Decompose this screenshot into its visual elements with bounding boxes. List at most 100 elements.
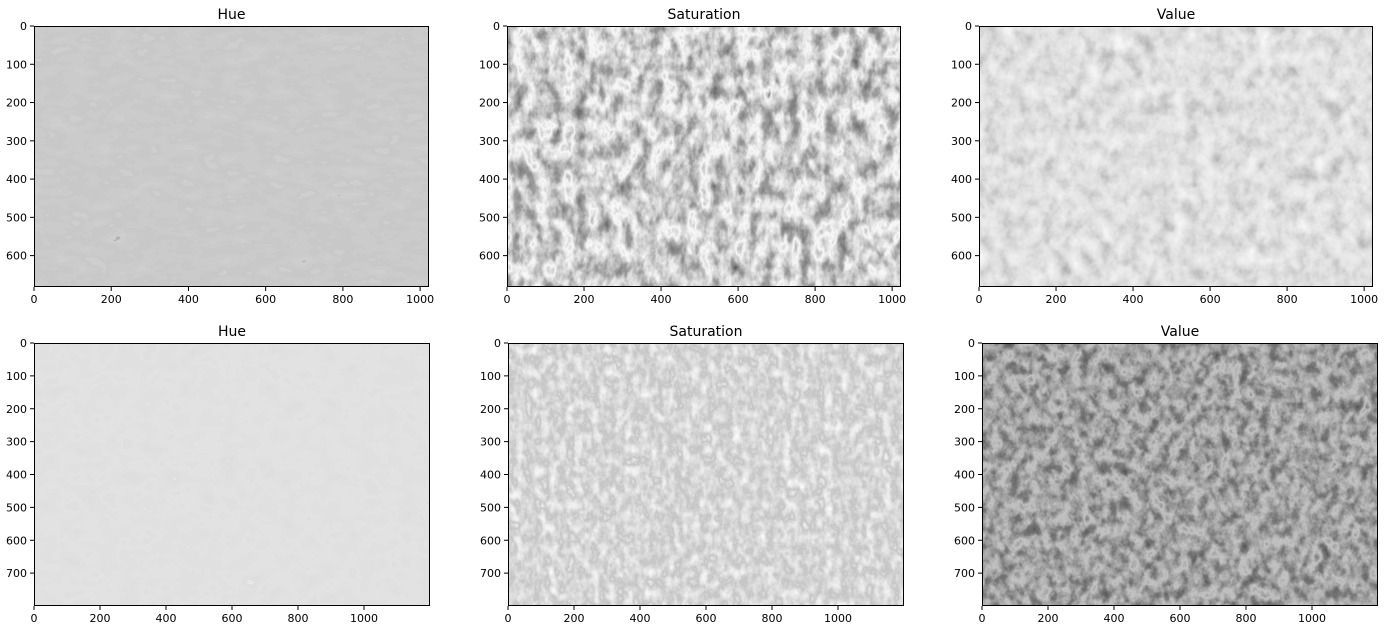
y-tick-label: 300 (6, 436, 27, 449)
x-tick-label: 0 (31, 612, 38, 625)
x-tick-label: 600 (255, 293, 276, 306)
y-tick-label: 600 (951, 250, 972, 263)
y-tick-label: 0 (494, 337, 501, 350)
panel-title: Hue (218, 324, 246, 340)
y-tick-label: 200 (480, 403, 501, 416)
x-tick-label: 0 (504, 293, 511, 306)
y-tick-label: 400 (480, 469, 501, 482)
x-tick-label: 600 (1200, 293, 1221, 306)
x-tick-label: 600 (696, 612, 717, 625)
y-tick-label: 500 (951, 211, 972, 224)
panel-title: Hue (217, 7, 245, 23)
panel-title: Saturation (668, 7, 741, 23)
y-tick-label: 100 (6, 370, 27, 383)
axes-frame (34, 26, 429, 287)
x-tick-label: 400 (178, 293, 199, 306)
y-tick-label: 500 (954, 501, 975, 514)
panel-saturation-row1: Saturation 0 200 400 600 800 1000 0 100 200 300 400… (479, 7, 906, 306)
x-tick-label: 1000 (1350, 293, 1378, 306)
y-tick-label: 400 (6, 469, 27, 482)
y-tick-label: 400 (479, 173, 500, 186)
x-tick-label: 400 (156, 612, 177, 625)
value-channel-image (979, 26, 1373, 287)
y-tick-label: 100 (951, 58, 972, 71)
x-tick-label: 800 (332, 293, 353, 306)
y-tick-label: 600 (480, 534, 501, 547)
y-tick-label: 400 (954, 469, 975, 482)
y-tick-label: 0 (20, 337, 27, 350)
y-tick-label: 600 (6, 250, 27, 263)
x-tick-label: 600 (1170, 612, 1191, 625)
x-tick-label: 800 (805, 293, 826, 306)
x-tick-label: 1000 (824, 612, 852, 625)
axes-frame (979, 26, 1373, 287)
y-tick-label: 200 (954, 403, 975, 416)
x-tick-label: 400 (1104, 612, 1125, 625)
panel-saturation-row2: Saturation 0 200 400 600 800 1000 0 100 200 300 400… (480, 324, 904, 625)
y-tick-label: 400 (951, 173, 972, 186)
y-tick-label: 300 (480, 436, 501, 449)
y-tick-label: 0 (20, 20, 27, 33)
y-tick-label: 0 (965, 20, 972, 33)
x-tick-label: 0 (31, 293, 38, 306)
y-tick-label: 600 (6, 534, 27, 547)
x-tick-label: 200 (564, 612, 585, 625)
x-tick-label: 600 (222, 612, 243, 625)
x-tick-label: 400 (630, 612, 651, 625)
y-tick-label: 600 (479, 250, 500, 263)
x-tick-label: 600 (728, 293, 749, 306)
hue-channel-image (34, 26, 429, 287)
y-tick-label: 700 (954, 567, 975, 580)
y-tick-label: 200 (6, 97, 27, 110)
panel-title: Value (1157, 7, 1195, 23)
panel-value-row2: Value 0 200 400 600 800 1000 0 100 200 300 400 500 60… (954, 324, 1378, 625)
axes-frame (34, 343, 430, 606)
y-tick-label: 300 (951, 135, 972, 148)
panel-value-row1: Value 0 200 400 600 800 1000 0 100 200 300 400 500 60… (951, 7, 1378, 306)
y-tick-label: 100 (479, 58, 500, 71)
axes-frame (507, 26, 901, 287)
x-tick-label: 1000 (1298, 612, 1326, 625)
y-tick-label: 500 (480, 501, 501, 514)
y-tick-label: 0 (493, 20, 500, 33)
x-tick-label: 1000 (406, 293, 434, 306)
x-tick-label: 200 (1038, 612, 1059, 625)
panel-title: Saturation (670, 324, 743, 340)
y-tick-label: 200 (951, 97, 972, 110)
y-tick-label: 100 (480, 370, 501, 383)
x-tick-label: 800 (1236, 612, 1257, 625)
x-tick-label: 200 (1046, 293, 1067, 306)
value-channel-image (982, 343, 1378, 606)
hue-channel-image (34, 343, 430, 606)
y-tick-label: 400 (6, 173, 27, 186)
y-tick-label: 100 (6, 58, 27, 71)
x-tick-label: 200 (90, 612, 111, 625)
y-tick-label: 500 (6, 211, 27, 224)
x-tick-label: 200 (101, 293, 122, 306)
x-tick-label: 0 (976, 293, 983, 306)
x-tick-label: 800 (1277, 293, 1298, 306)
y-tick-label: 500 (479, 211, 500, 224)
x-tick-label: 0 (505, 612, 512, 625)
x-tick-label: 200 (574, 293, 595, 306)
x-tick-label: 400 (1123, 293, 1144, 306)
axes-frame (982, 343, 1378, 606)
x-tick-label: 1000 (350, 612, 378, 625)
panel-hue-row1: Hue 0 200 400 600 800 1000 0 100 200 300 400 500 600 (6, 7, 434, 306)
saturation-channel-image (507, 26, 901, 287)
y-tick-label: 200 (6, 403, 27, 416)
y-tick-label: 500 (6, 501, 27, 514)
x-tick-label: 800 (288, 612, 309, 625)
y-tick-label: 700 (6, 567, 27, 580)
y-tick-label: 600 (954, 534, 975, 547)
panel-hue-row2: Hue 0 200 400 600 800 1000 0 100 200 300 400 500 600 7… (6, 324, 430, 625)
y-tick-label: 100 (954, 370, 975, 383)
y-tick-label: 300 (479, 135, 500, 148)
y-tick-label: 300 (6, 135, 27, 148)
x-tick-label: 0 (979, 612, 986, 625)
y-tick-label: 300 (954, 436, 975, 449)
y-tick-label: 0 (968, 337, 975, 350)
x-tick-label: 800 (762, 612, 783, 625)
x-tick-label: 400 (651, 293, 672, 306)
